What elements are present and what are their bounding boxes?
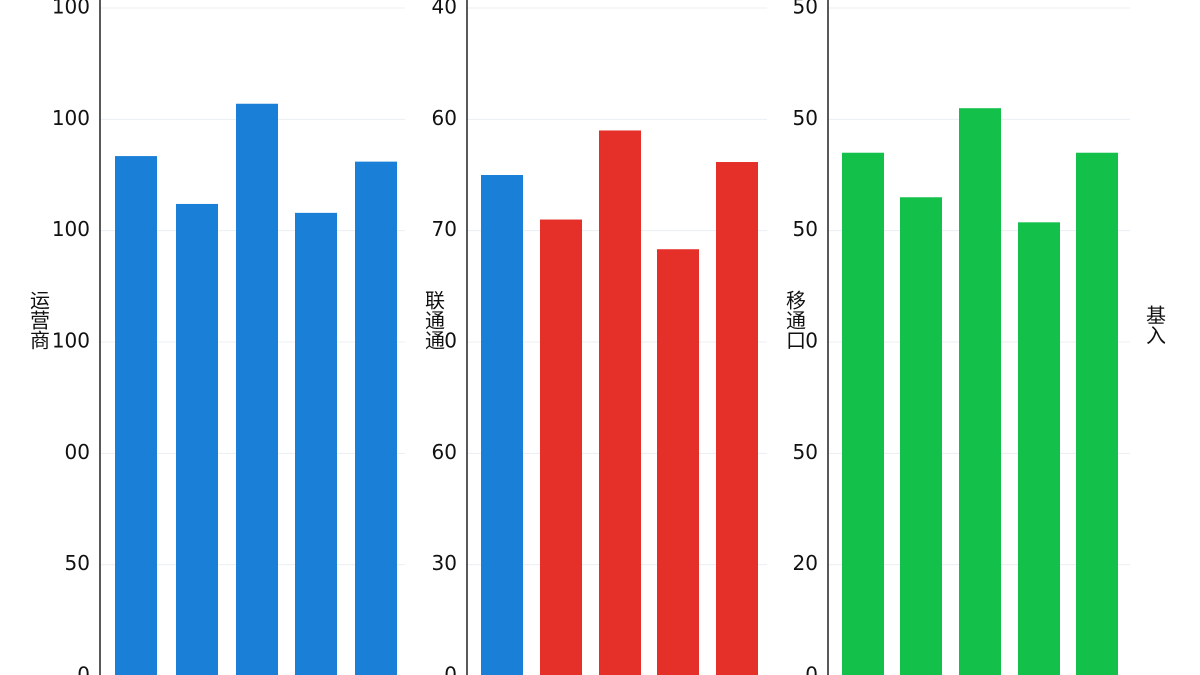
bar bbox=[236, 103, 278, 675]
bar bbox=[1018, 222, 1060, 675]
bar bbox=[481, 175, 523, 675]
y-tick-label: 50 bbox=[793, 0, 818, 19]
bar bbox=[959, 108, 1001, 675]
y-tick-label: 00 bbox=[65, 440, 90, 464]
y-tick-label: 100 bbox=[52, 106, 90, 130]
bar bbox=[716, 162, 758, 675]
y-tick-label: 0 bbox=[444, 329, 457, 353]
side-label: 基入 bbox=[1143, 305, 1167, 345]
y-axis-label: 联通通 bbox=[422, 290, 446, 350]
bar bbox=[657, 249, 699, 675]
y-tick-label: 50 bbox=[793, 106, 818, 130]
y-tick-label: 20 bbox=[793, 551, 818, 575]
y-tick-label: 40 bbox=[432, 0, 457, 19]
bar bbox=[115, 156, 157, 675]
y-tick-label: 0 bbox=[805, 663, 818, 675]
y-tick-label: 50 bbox=[793, 440, 818, 464]
y-tick-label: 30 bbox=[432, 551, 457, 575]
bar bbox=[1076, 152, 1118, 675]
y-tick-label: 0 bbox=[805, 329, 818, 353]
y-tick-label: 60 bbox=[432, 106, 457, 130]
y-tick-label: 70 bbox=[432, 217, 457, 241]
bar bbox=[295, 212, 337, 675]
bar bbox=[900, 197, 942, 675]
y-axis-label: 移通口 bbox=[783, 290, 807, 350]
y-axis-label: 运营商 bbox=[27, 290, 51, 350]
y-tick-label: 60 bbox=[432, 440, 457, 464]
bar bbox=[355, 161, 397, 675]
bar bbox=[540, 219, 582, 675]
y-tick-label: 0 bbox=[444, 663, 457, 675]
y-tick-label: 0 bbox=[77, 663, 90, 675]
bar bbox=[842, 152, 884, 675]
y-tick-label: 100 bbox=[52, 0, 90, 19]
y-tick-label: 100 bbox=[52, 217, 90, 241]
y-tick-label: 100 bbox=[52, 329, 90, 353]
y-tick-label: 50 bbox=[65, 551, 90, 575]
bar bbox=[176, 203, 218, 675]
bar bbox=[599, 130, 641, 675]
y-tick-label: 50 bbox=[793, 217, 818, 241]
